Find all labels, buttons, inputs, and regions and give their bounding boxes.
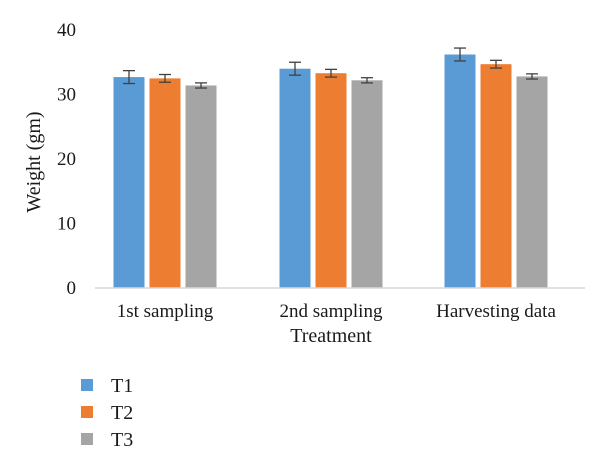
legend-swatch bbox=[81, 406, 93, 418]
error-bar-t1-2 bbox=[289, 61, 301, 76]
legend: T1 T2 T3 bbox=[81, 375, 133, 451]
error-bar-t2-3 bbox=[490, 59, 502, 69]
legend-label: T2 bbox=[111, 402, 133, 424]
error-bar-t3-1 bbox=[195, 82, 207, 89]
error-bar-t3-3 bbox=[526, 73, 538, 80]
error-bars-group bbox=[123, 47, 538, 89]
bar-t1-1 bbox=[113, 77, 145, 289]
legend-label: T3 bbox=[111, 429, 133, 451]
bar-t3-2 bbox=[351, 80, 383, 288]
error-bar-t3-2 bbox=[361, 77, 373, 84]
x-tick-label: 1st sampling bbox=[117, 301, 214, 322]
legend-swatch bbox=[81, 379, 93, 391]
bar-t2-3 bbox=[480, 64, 512, 288]
y-tick-label: 20 bbox=[57, 149, 76, 170]
error-bar-t2-2 bbox=[325, 68, 337, 78]
y-axis-ticks: 0 10 20 30 40 bbox=[57, 20, 76, 299]
y-tick-label: 40 bbox=[57, 20, 76, 41]
bars-group bbox=[113, 54, 548, 289]
error-bar-t1-3 bbox=[454, 47, 466, 62]
x-tick-label: Harvesting data bbox=[436, 301, 556, 322]
x-tick-label: 2nd sampling bbox=[280, 301, 383, 322]
x-axis-title: Treatment bbox=[290, 325, 372, 347]
y-tick-label: 0 bbox=[67, 278, 77, 299]
bar-t1-3 bbox=[444, 54, 476, 289]
legend-item-t1: T1 bbox=[81, 375, 133, 397]
y-tick-label: 30 bbox=[57, 85, 76, 106]
error-bar-t1-1 bbox=[123, 69, 135, 85]
legend-item-t2: T2 bbox=[81, 402, 133, 424]
legend-swatch bbox=[81, 433, 93, 445]
bar-t1-2 bbox=[279, 68, 311, 288]
error-bar-t2-1 bbox=[159, 73, 171, 83]
legend-item-t3: T3 bbox=[81, 429, 133, 451]
y-tick-label: 10 bbox=[57, 214, 76, 235]
bar-t2-2 bbox=[315, 73, 347, 288]
bar-t3-1 bbox=[185, 85, 217, 288]
bar-t3-3 bbox=[516, 76, 548, 288]
legend-label: T1 bbox=[111, 375, 133, 397]
x-axis-ticks: 1st sampling 2nd sampling Harvesting data bbox=[117, 301, 557, 322]
bar-t2-1 bbox=[149, 78, 181, 288]
y-axis-title: Weight (gm) bbox=[23, 111, 45, 212]
